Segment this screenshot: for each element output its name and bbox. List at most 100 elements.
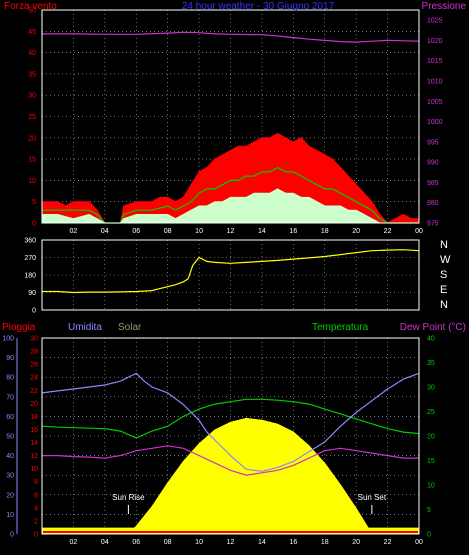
humidity-tick-label: 0 [10, 532, 14, 539]
wind-tick-label: 5 [32, 199, 36, 206]
rain-tick-label: 16 [30, 427, 38, 434]
legend-solar: Solar [118, 322, 142, 333]
pressure-tick-label: 975 [427, 221, 439, 228]
panel-wind-direction-frame [41, 239, 420, 311]
wind-tick-label: 45 [28, 29, 36, 36]
time-tick-label: 10 [195, 539, 203, 546]
time-tick-label: 20 [352, 228, 360, 235]
temperature-tick-label: 5 [427, 507, 431, 514]
time-tick-label: 04 [101, 539, 109, 546]
compass-label: E [440, 284, 447, 296]
wind-tick-label: 40 [28, 50, 36, 57]
wind-tick-label: 50 [28, 8, 36, 15]
humidity-tick-label: 20 [6, 492, 14, 499]
time-tick-label: 16 [289, 228, 297, 235]
rain-tick-label: 26 [30, 362, 38, 369]
rain-tick-label: 28 [30, 349, 38, 356]
temperature-tick-label: 15 [427, 458, 435, 465]
series-pressure [42, 31, 420, 43]
legend-humidity: Umidita [68, 322, 102, 333]
legend-temperature: Temperatura [312, 322, 369, 333]
time-tick-label: 06 [132, 539, 140, 546]
humidity-tick-label: 70 [6, 394, 14, 401]
time-tick-label: 00 [415, 228, 423, 235]
temperature-tick-label: 30 [427, 385, 435, 392]
compass-label: W [440, 254, 451, 266]
time-tick-label: 10 [195, 228, 203, 235]
temperature-tick-label: 35 [427, 360, 435, 367]
rain-baseline [43, 531, 418, 533]
series-temperature [41, 398, 420, 439]
rain-tick-label: 12 [30, 453, 38, 460]
wind-tick-label: 35 [28, 71, 36, 78]
rain-tick-label: 8 [34, 479, 38, 486]
pressure-tick-label: 1020 [427, 38, 443, 45]
pressure-tick-label: 985 [427, 180, 439, 187]
time-tick-label: 12 [227, 539, 235, 546]
series-humidity [41, 372, 420, 472]
time-tick-label: 20 [352, 539, 360, 546]
series-wind_direction [42, 249, 420, 294]
time-tick-label: 02 [70, 539, 78, 546]
rain-tick-label: 30 [30, 336, 38, 343]
compass-label: N [440, 299, 448, 311]
wind-tick-label: 0 [32, 221, 36, 228]
time-tick-label: 14 [258, 539, 266, 546]
time-tick-label: 14 [258, 228, 266, 235]
humidity-tick-label: 60 [6, 414, 14, 421]
direction-tick-label: 360 [24, 238, 36, 245]
direction-tick-label: 270 [24, 255, 36, 262]
time-tick-label: 12 [227, 228, 235, 235]
time-tick-label: 02 [70, 228, 78, 235]
temperature-tick-label: 20 [427, 434, 435, 441]
series-solar [127, 417, 373, 535]
pressure-tick-label: 1000 [427, 119, 443, 126]
wind-tick-label: 25 [28, 114, 36, 121]
wind-tick-label: 20 [28, 135, 36, 142]
temperature-tick-label: 40 [427, 336, 435, 343]
time-tick-label: 22 [384, 228, 392, 235]
panel-temperature-frame [41, 337, 420, 535]
time-tick-label: 08 [164, 539, 172, 546]
humidity-tick-label: 40 [6, 453, 14, 460]
wind-axis-label: Forza vento [4, 1, 57, 12]
rain-tick-label: 20 [30, 401, 38, 408]
compass-label: S [440, 269, 447, 281]
rain-tick-label: 2 [34, 518, 38, 525]
legend-rain: Pioggia [2, 322, 36, 333]
pressure-tick-label: 995 [427, 139, 439, 146]
time-tick-label: 00 [415, 539, 423, 546]
direction-tick-label: 0 [32, 308, 36, 315]
pressure-tick-label: 1015 [427, 58, 443, 65]
temperature-tick-label: 25 [427, 409, 435, 416]
panel-wind-pressure-frame [41, 9, 420, 224]
sun-rise-label: Sun Rise [112, 493, 145, 502]
rain-tick-label: 0 [34, 532, 38, 539]
humidity-tick-label: 90 [6, 355, 14, 362]
wind-tick-label: 10 [28, 178, 36, 185]
time-tick-label: 08 [164, 228, 172, 235]
compass-label: N [440, 239, 448, 251]
wind-tick-label: 30 [28, 93, 36, 100]
time-tick-label: 18 [321, 228, 329, 235]
wind-tick-label: 15 [28, 157, 36, 164]
series-wind_avg [42, 166, 419, 224]
time-tick-label: 22 [384, 539, 392, 546]
pressure-tick-label: 1005 [427, 99, 443, 106]
humidity-tick-label: 30 [6, 473, 14, 480]
direction-tick-label: 90 [28, 290, 36, 297]
time-tick-label: 06 [132, 228, 140, 235]
pressure-tick-label: 1010 [427, 79, 443, 86]
rain-tick-label: 24 [30, 375, 38, 382]
sun-set-label: Sun Set [358, 493, 387, 502]
pressure-tick-label: 1025 [427, 18, 443, 25]
temperature-tick-label: 10 [427, 483, 435, 490]
time-tick-label: 18 [321, 539, 329, 546]
temperature-tick-label: 0 [427, 532, 431, 539]
rain-tick-label: 18 [30, 414, 38, 421]
rain-tick-label: 10 [30, 466, 38, 473]
